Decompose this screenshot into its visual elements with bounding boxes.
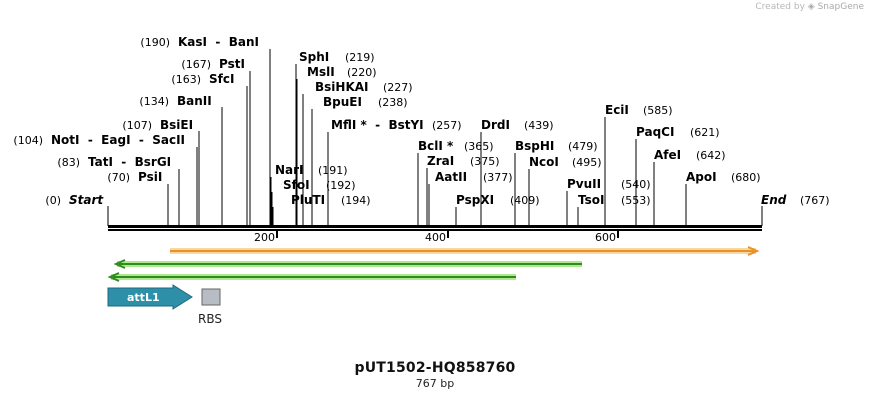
site-pos-zrai: (375) xyxy=(470,155,500,168)
site-label-bsiei: BsiEI xyxy=(160,118,193,132)
orf-reverse-2-arrowhead xyxy=(107,272,120,282)
site-label-ncoi: NcoI xyxy=(529,155,559,169)
site-label-sphi: SphI xyxy=(299,50,329,64)
site-lines xyxy=(107,49,763,226)
site-label-apoi: ApoI xyxy=(686,170,717,184)
site-pos-bcli: (365) xyxy=(464,140,494,153)
site-label-tsoi: TsoI xyxy=(578,193,604,207)
site-label-noti: NotI - EagI - SacII xyxy=(51,133,185,147)
site-label-pvuii: PvuII xyxy=(567,177,601,191)
site-label-bpuei: BpuEI xyxy=(323,95,362,109)
site-pos-drdi: (439) xyxy=(524,119,554,132)
site-label-psii: PsiI xyxy=(138,170,162,184)
site-label-msli: MslI xyxy=(307,65,335,79)
ruler-label-600: 600 xyxy=(595,231,616,244)
attl1-arrow-shape xyxy=(107,284,193,310)
orf-reverse-1-arrowhead xyxy=(113,259,126,269)
site-pos-sfci: (163) xyxy=(171,73,201,86)
site-pos-paqci: (621) xyxy=(690,126,720,139)
site-labels: (190) KasI - BanI (167) PstI (163) SfcI … xyxy=(13,35,829,207)
site-pos-bsphi: (479) xyxy=(568,140,598,153)
site-label-bsphi: BspHI xyxy=(515,139,554,153)
site-pos-tati: (83) xyxy=(57,156,80,169)
orf-reverse-arrow-2[interactable] xyxy=(107,272,516,282)
site-pos-msli: (220) xyxy=(347,66,377,79)
orf-reverse-arrow-1[interactable] xyxy=(113,259,582,269)
site-pos-ncoi: (495) xyxy=(572,156,602,169)
site-pos-bpuei: (238) xyxy=(378,96,408,109)
site-label-ecii: EciI xyxy=(605,103,629,117)
ruler: 200 400 600 xyxy=(254,231,619,244)
orf-forward-arrow[interactable] xyxy=(170,246,760,256)
watermark-brand: SnapGene xyxy=(817,2,864,12)
site-pos-psti: (167) xyxy=(181,58,211,71)
site-pos-tsoi: (553) xyxy=(621,194,651,207)
start-pos: (0) xyxy=(45,194,61,207)
site-label-sfoi: SfoI xyxy=(283,178,310,192)
site-label-afei: AfeI xyxy=(654,148,681,162)
site-label-pluti: PluTI xyxy=(291,193,325,207)
rbs-feature[interactable]: RBS xyxy=(198,288,222,326)
site-pos-noti: (104) xyxy=(13,134,43,147)
site-pos-pvuii: (540) xyxy=(621,178,651,191)
end-pos: (767) xyxy=(800,194,830,207)
backbone-bottom-strand xyxy=(108,229,762,231)
site-label-psti: PstI xyxy=(219,57,245,71)
site-pos-ecii: (585) xyxy=(643,104,673,117)
snapgene-logo-icon: ◈ xyxy=(807,2,815,12)
site-label-sfci: SfcI xyxy=(209,72,234,86)
backbone-top-strand xyxy=(108,225,762,228)
site-label-banii: BanII xyxy=(177,94,212,108)
plasmid-title: pUT1502-HQ858760 xyxy=(354,360,516,376)
orf-forward-arrowhead xyxy=(747,246,760,256)
site-label-tati: TatI - BsrGI xyxy=(88,155,171,169)
rbs-box xyxy=(201,288,221,306)
site-label-bcli: BclI * xyxy=(418,139,454,153)
site-label-kasi: KasI - BanI xyxy=(178,35,259,49)
rbs-label: RBS xyxy=(198,312,222,326)
attl1-label: attL1 xyxy=(127,291,160,304)
attl1-feature[interactable]: attL1 xyxy=(107,284,193,310)
site-pos-sphi: (219) xyxy=(345,51,375,64)
ruler-label-400: 400 xyxy=(425,231,446,244)
site-label-pspxi: PspXI xyxy=(456,193,494,207)
site-pos-psii: (70) xyxy=(107,171,130,184)
end-label: End xyxy=(761,193,787,207)
watermark-prefix: Created by xyxy=(755,2,805,12)
site-label-paqci: PaqCI xyxy=(636,125,674,139)
site-label-nari: NarI xyxy=(275,163,304,177)
site-pos-mfli: (257) xyxy=(432,119,462,132)
sequence-backbone xyxy=(108,225,762,231)
site-label-zrai: ZraI xyxy=(427,154,454,168)
site-pos-nari: (191) xyxy=(318,164,348,177)
site-label-bsihkai: BsiHKAI xyxy=(315,80,369,94)
site-label-mfli: MflI * - BstYI xyxy=(331,118,424,132)
site-pos-sfoi: (192) xyxy=(326,179,356,192)
site-pos-pspxi: (409) xyxy=(510,194,540,207)
site-pos-kasi: (190) xyxy=(140,36,170,49)
site-label-drdi: DrdI xyxy=(481,118,510,132)
start-label: Start xyxy=(69,193,104,207)
site-pos-pluti: (194) xyxy=(341,194,371,207)
site-label-aatii: AatII xyxy=(435,170,467,184)
site-pos-banii: (134) xyxy=(139,95,169,108)
ruler-label-200: 200 xyxy=(254,231,275,244)
site-pos-bsihkai: (227) xyxy=(383,81,413,94)
site-pos-aatii: (377) xyxy=(483,171,513,184)
site-pos-apoi: (680) xyxy=(731,171,761,184)
site-pos-afei: (642) xyxy=(696,149,726,162)
site-pos-bsiei: (107) xyxy=(122,119,152,132)
watermark: Created by ◈ SnapGene xyxy=(755,2,864,12)
plasmid-length: 767 bp xyxy=(415,377,455,390)
